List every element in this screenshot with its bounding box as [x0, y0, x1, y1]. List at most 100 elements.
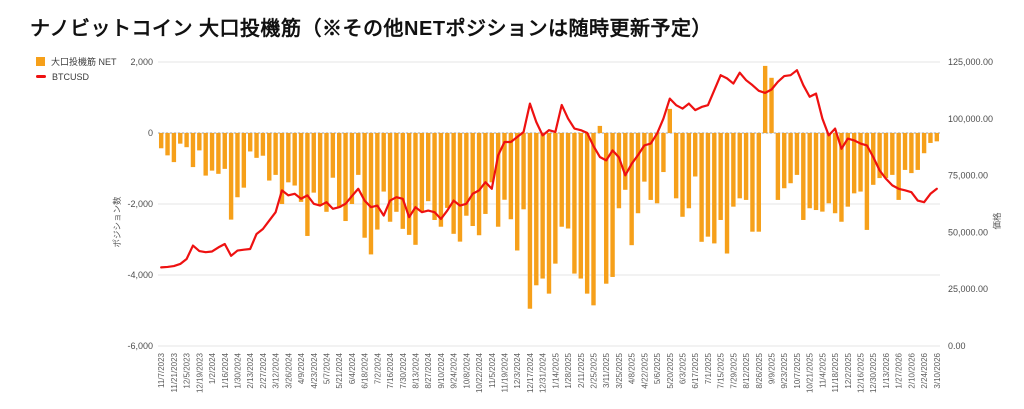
- net-bar[interactable]: [693, 133, 698, 177]
- net-bar[interactable]: [845, 133, 851, 207]
- net-bar[interactable]: [375, 133, 380, 230]
- net-bar[interactable]: [165, 133, 170, 156]
- net-bar[interactable]: [356, 133, 361, 175]
- net-bar[interactable]: [273, 133, 278, 175]
- net-bar[interactable]: [832, 133, 838, 214]
- net-bar[interactable]: [553, 133, 558, 264]
- net-bar[interactable]: [267, 133, 272, 181]
- net-bar[interactable]: [877, 133, 882, 179]
- net-bar[interactable]: [839, 133, 844, 222]
- net-bar[interactable]: [235, 133, 240, 198]
- net-bar[interactable]: [419, 133, 425, 212]
- net-bar[interactable]: [216, 133, 221, 174]
- net-bar[interactable]: [489, 133, 494, 183]
- net-bar[interactable]: [756, 133, 761, 232]
- net-bar[interactable]: [782, 133, 787, 189]
- net-bar[interactable]: [661, 133, 666, 173]
- net-bar[interactable]: [883, 133, 889, 179]
- net-bar[interactable]: [584, 133, 590, 294]
- net-bar[interactable]: [667, 108, 672, 133]
- net-bar[interactable]: [413, 133, 418, 245]
- net-bar[interactable]: [495, 133, 501, 227]
- net-bar[interactable]: [909, 133, 914, 174]
- net-bar[interactable]: [298, 133, 304, 202]
- net-bar[interactable]: [699, 133, 704, 242]
- net-bar[interactable]: [260, 133, 266, 156]
- net-bar[interactable]: [769, 77, 774, 133]
- net-bar[interactable]: [470, 133, 475, 227]
- net-bar[interactable]: [915, 133, 920, 170]
- net-bar[interactable]: [794, 133, 800, 175]
- net-bar[interactable]: [610, 133, 615, 277]
- net-bar[interactable]: [578, 133, 583, 279]
- net-bar[interactable]: [820, 133, 825, 212]
- net-bar[interactable]: [642, 133, 647, 182]
- net-bar[interactable]: [534, 133, 539, 286]
- net-bar[interactable]: [604, 133, 609, 284]
- net-bar[interactable]: [476, 133, 482, 236]
- net-bar[interactable]: [934, 133, 940, 142]
- net-bar[interactable]: [337, 133, 342, 208]
- net-bar[interactable]: [864, 133, 870, 230]
- net-bar[interactable]: [184, 133, 189, 148]
- net-bar[interactable]: [400, 133, 405, 229]
- net-bar[interactable]: [171, 133, 177, 163]
- net-bar[interactable]: [743, 133, 749, 200]
- net-bar[interactable]: [483, 133, 488, 214]
- net-bar[interactable]: [508, 133, 514, 220]
- net-bar[interactable]: [432, 133, 437, 220]
- net-bar[interactable]: [712, 133, 717, 244]
- net-bar[interactable]: [362, 133, 367, 238]
- net-bar[interactable]: [921, 133, 927, 154]
- net-bar[interactable]: [540, 133, 545, 279]
- net-bar[interactable]: [648, 133, 653, 200]
- net-bar[interactable]: [464, 133, 469, 216]
- net-bar[interactable]: [203, 133, 208, 176]
- net-bar[interactable]: [775, 133, 781, 200]
- net-bar[interactable]: [750, 133, 755, 232]
- net-bar[interactable]: [451, 133, 456, 234]
- net-bar[interactable]: [502, 133, 507, 200]
- net-bar[interactable]: [311, 133, 316, 193]
- net-bar[interactable]: [616, 133, 622, 209]
- net-bar[interactable]: [807, 133, 812, 209]
- net-bar[interactable]: [801, 133, 806, 220]
- net-bar[interactable]: [521, 133, 526, 210]
- net-bar[interactable]: [286, 133, 291, 183]
- net-bar[interactable]: [896, 133, 901, 200]
- net-bar[interactable]: [686, 133, 692, 209]
- net-bar[interactable]: [928, 133, 933, 143]
- net-bar[interactable]: [724, 133, 730, 254]
- net-bar[interactable]: [247, 133, 253, 152]
- net-bar[interactable]: [197, 133, 202, 151]
- net-bar[interactable]: [324, 133, 329, 212]
- net-bar[interactable]: [349, 133, 355, 204]
- net-bar[interactable]: [890, 133, 895, 175]
- net-bar[interactable]: [254, 133, 259, 158]
- net-bar[interactable]: [673, 133, 679, 199]
- net-bar[interactable]: [737, 133, 742, 199]
- net-bar[interactable]: [457, 133, 463, 242]
- btcusd-line[interactable]: [160, 69, 938, 269]
- net-bar[interactable]: [788, 133, 793, 184]
- net-bar[interactable]: [158, 133, 164, 149]
- net-bar[interactable]: [546, 133, 552, 294]
- net-bar[interactable]: [565, 133, 571, 229]
- net-bar[interactable]: [705, 133, 711, 237]
- net-bar[interactable]: [317, 133, 323, 205]
- net-bar[interactable]: [394, 133, 399, 212]
- net-bar[interactable]: [190, 133, 196, 168]
- net-bar[interactable]: [527, 133, 533, 309]
- net-bar[interactable]: [813, 133, 819, 211]
- net-bar[interactable]: [222, 133, 227, 169]
- net-bar[interactable]: [635, 133, 641, 214]
- net-bar[interactable]: [826, 133, 831, 204]
- net-bar[interactable]: [858, 133, 863, 192]
- net-bar[interactable]: [330, 133, 336, 178]
- net-bar[interactable]: [279, 133, 285, 204]
- net-bar[interactable]: [292, 133, 297, 186]
- net-bar[interactable]: [228, 133, 234, 220]
- net-bar[interactable]: [629, 133, 634, 246]
- net-bar[interactable]: [731, 133, 736, 207]
- net-bar[interactable]: [406, 133, 412, 235]
